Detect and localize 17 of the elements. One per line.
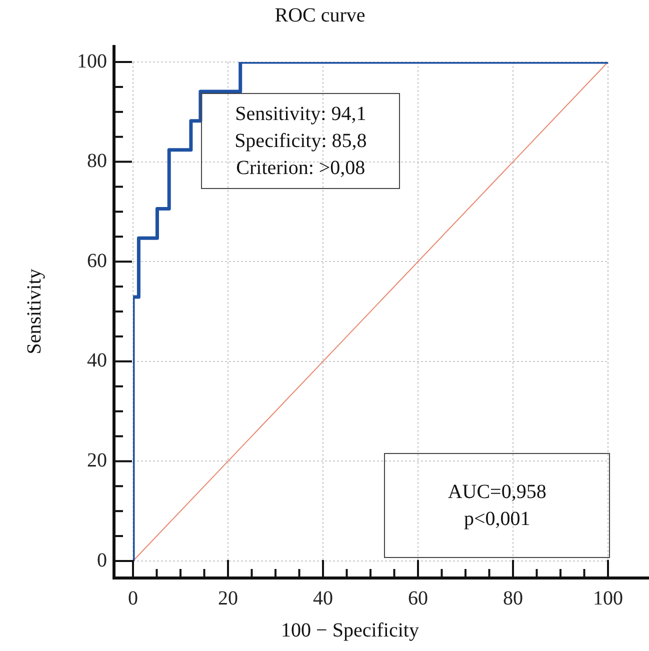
y-tick-label: 100 — [77, 50, 107, 72]
annotation: Sensitivity: 94,1 Specificity: 85,8 Criterion: >0,08 — [234, 102, 367, 181]
annotation: AUC=0,958 p<0,001 — [448, 480, 546, 532]
y-tick-label: 20 — [87, 449, 107, 472]
x-tick-label: 20 — [218, 587, 238, 610]
y-tick-label: 60 — [87, 250, 107, 272]
x-tick-label: 60 — [408, 587, 428, 610]
x-tick-label: 80 — [503, 587, 523, 610]
x-tick-label: 100 — [593, 587, 623, 610]
y-tick-label: 0 — [97, 549, 107, 572]
x-tick-label: 40 — [313, 587, 333, 610]
chart-title: ROC curve — [274, 4, 366, 26]
y-tick-label: 80 — [87, 150, 107, 172]
y-tick-label: 40 — [87, 350, 107, 372]
y-axis-title: Sensitivity — [23, 268, 46, 354]
x-tick-label: 0 — [128, 587, 138, 610]
x-axis-title: 100 − Specificity — [281, 619, 419, 642]
